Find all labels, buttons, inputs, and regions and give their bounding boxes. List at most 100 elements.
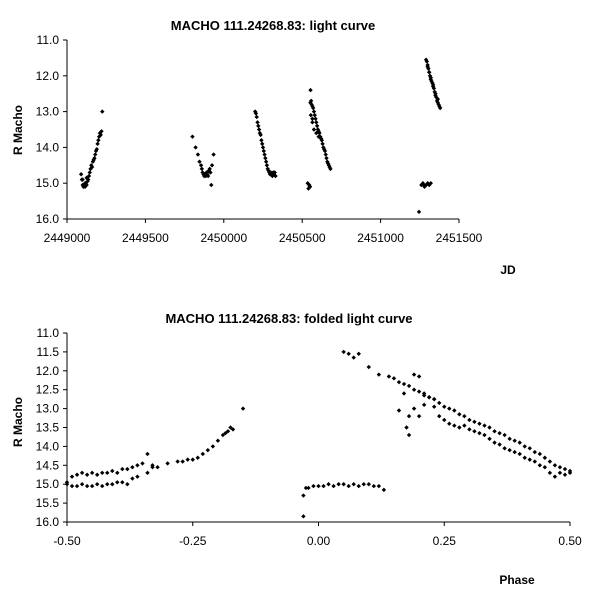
data-point xyxy=(430,82,436,87)
data-point xyxy=(331,483,336,489)
data-point xyxy=(497,442,502,447)
data-point xyxy=(198,163,204,168)
data-point xyxy=(255,120,260,125)
data-point xyxy=(301,493,306,498)
y-tick-label: 15.5 xyxy=(36,496,60,510)
data-point xyxy=(199,166,205,172)
data-point xyxy=(185,457,190,462)
data-point xyxy=(376,483,382,489)
data-point xyxy=(202,172,208,177)
data-point xyxy=(205,172,210,177)
data-point xyxy=(361,482,366,487)
data-point xyxy=(313,116,318,121)
data-point xyxy=(96,138,101,143)
data-point xyxy=(94,472,100,477)
data-point xyxy=(200,451,206,457)
data-point xyxy=(155,464,160,470)
data-point xyxy=(260,145,266,150)
data-point xyxy=(69,474,75,479)
data-point xyxy=(424,59,430,64)
data-point xyxy=(562,466,568,472)
data-point xyxy=(79,470,85,476)
data-point xyxy=(328,166,333,172)
data-point xyxy=(326,482,331,487)
y-tick-label: 14.0 xyxy=(36,140,60,154)
data-point xyxy=(87,170,92,175)
data-point xyxy=(437,105,443,111)
data-point xyxy=(261,148,266,154)
data-point xyxy=(557,464,563,470)
data-point xyxy=(562,472,568,477)
data-point xyxy=(253,111,259,116)
data-point xyxy=(125,482,130,487)
data-point xyxy=(376,372,382,377)
data-point xyxy=(507,447,512,453)
data-point xyxy=(94,482,100,487)
chart-title: MACHO 111.24268.83: folded light curve xyxy=(165,311,412,326)
data-point xyxy=(115,480,120,485)
data-point xyxy=(416,413,422,419)
data-point xyxy=(427,70,432,75)
data-point xyxy=(135,463,140,468)
data-point xyxy=(391,376,397,381)
data-point xyxy=(502,432,507,438)
data-point xyxy=(316,483,321,489)
data-point xyxy=(532,449,537,455)
data-point xyxy=(322,148,328,154)
data-point xyxy=(457,412,462,417)
data-point xyxy=(135,474,140,479)
data-point xyxy=(423,57,429,62)
data-point xyxy=(452,423,457,428)
data-point xyxy=(406,413,412,419)
x-tick-label: 2451000 xyxy=(357,231,404,245)
data-point xyxy=(314,120,319,125)
data-point xyxy=(93,152,98,157)
data-point xyxy=(346,483,351,489)
data-point xyxy=(110,468,115,474)
data-point xyxy=(497,430,502,436)
data-point xyxy=(552,463,558,468)
data-point xyxy=(175,459,180,464)
data-point xyxy=(130,476,135,481)
data-point xyxy=(341,349,346,355)
data-point xyxy=(351,355,356,360)
data-point xyxy=(84,483,90,489)
light-curve-points xyxy=(78,57,443,215)
data-point xyxy=(310,105,316,111)
data-point xyxy=(269,172,274,177)
data-point xyxy=(98,132,103,138)
data-point xyxy=(272,170,277,175)
data-point xyxy=(557,470,563,476)
y-tick-label: 11.5 xyxy=(37,345,60,359)
data-point xyxy=(325,159,330,164)
data-point xyxy=(487,436,492,442)
y-tick-label: 13.0 xyxy=(36,402,60,416)
data-point xyxy=(547,459,553,464)
data-point xyxy=(467,427,472,432)
x-axis-label: JD xyxy=(500,263,516,277)
data-point xyxy=(145,470,150,476)
data-point xyxy=(366,364,371,370)
data-point xyxy=(228,425,233,430)
data-point xyxy=(401,381,407,387)
data-point xyxy=(421,393,427,398)
y-tick-label: 13.5 xyxy=(36,421,60,435)
data-point xyxy=(74,472,80,477)
data-point xyxy=(366,482,371,487)
data-point xyxy=(406,432,412,438)
data-point xyxy=(502,446,507,451)
data-point xyxy=(472,419,477,425)
data-point xyxy=(84,472,90,477)
y-axis-label: R Macho xyxy=(11,397,25,447)
data-point xyxy=(457,425,462,430)
data-point xyxy=(230,427,236,432)
data-point xyxy=(82,184,88,189)
data-point xyxy=(220,432,226,438)
x-tick-label: 2449000 xyxy=(44,231,91,245)
x-tick-label: 2451500 xyxy=(436,231,483,245)
data-point xyxy=(527,457,532,462)
data-point xyxy=(462,423,467,428)
data-point xyxy=(452,408,457,413)
data-point xyxy=(209,182,214,188)
data-point xyxy=(210,444,216,449)
